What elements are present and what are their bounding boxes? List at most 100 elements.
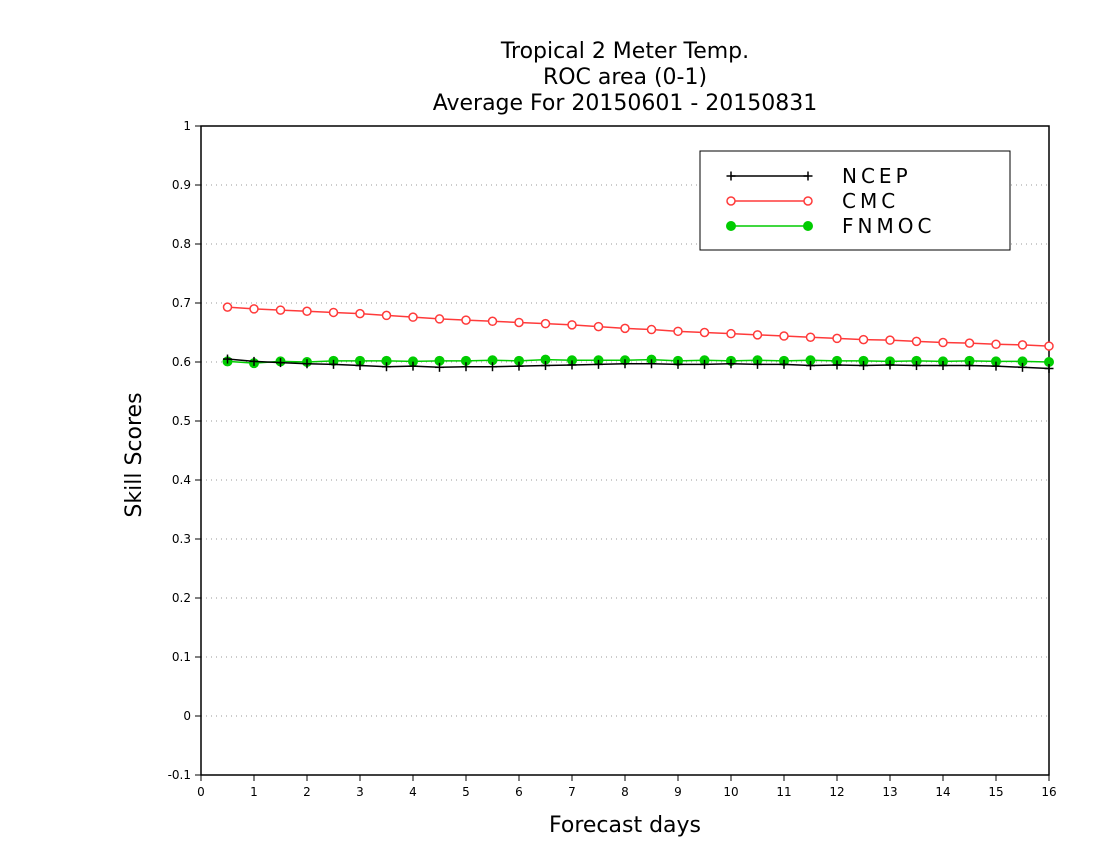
series-layer [222,302,1054,373]
data-point-ncep [647,359,656,369]
data-point-cmc [381,310,392,321]
legend-item-fnmoc: FNMOC [726,214,931,238]
data-point-ncep [302,359,312,369]
data-point-ncep [408,361,418,371]
x-axis-label: Forecast days [549,813,701,838]
x-tick-label: 2 [303,785,311,799]
data-point-ncep [249,356,259,366]
data-point-cmc [752,330,763,340]
plot-frame [200,125,1050,776]
data-point-cmc [673,326,683,337]
data-point-ncep [673,359,683,369]
data-point-ncep [461,362,471,372]
x-tick-label: 16 [1041,785,1056,799]
legend-marker-fnmoc [803,221,813,231]
data-point-cmc [964,338,975,348]
x-tick-label: 8 [621,785,629,799]
x-tick-label: 10 [723,785,738,799]
y-tick-label: 0.7 [172,296,191,310]
x-tick-label: 4 [409,785,417,799]
data-point-cmc [620,323,630,334]
data-point-ncep [514,361,524,371]
data-point-ncep [779,359,789,369]
data-point-ncep [435,362,444,372]
data-point-ncep [276,358,285,368]
y-tick-label: 0.6 [172,355,191,369]
legend-label-ncep: NCEP [842,164,912,188]
x-tick-label: 3 [356,785,364,799]
legend-item-cmc: CMC [726,189,899,213]
y-tick-label: -0.1 [168,768,191,782]
x-tick-label: 15 [988,785,1003,799]
data-point-ncep [832,360,842,370]
data-point-ncep [488,362,497,372]
x-tick-label: 6 [515,785,523,799]
x-tick-label: 14 [935,785,950,799]
data-point-cmc [540,318,551,329]
data-point-cmc [355,308,365,319]
series-line-fnmoc [227,358,1050,364]
x-tick-label: 13 [882,785,897,799]
data-point-ncep [938,361,948,371]
data-point-ncep [700,359,709,369]
y-tick-label: 0.4 [172,473,191,487]
y-tick-label: 0.2 [172,591,191,605]
data-point-cmc [222,302,233,312]
data-point-ncep [355,361,365,371]
data-point-cmc [1044,341,1054,351]
legend-marker-ncep [803,171,813,181]
data-point-cmc [408,312,418,322]
data-point-cmc [434,314,445,324]
data-point-ncep [541,361,550,371]
x-tick-label: 12 [829,785,844,799]
y-tick-label: 0.9 [172,178,191,192]
data-point-cmc [567,320,577,330]
data-point-cmc [514,317,524,328]
data-point-cmc [249,304,259,314]
data-point-cmc [699,327,710,338]
legend-item-ncep: NCEP [726,164,912,188]
y-tick-label: 0.5 [172,414,191,428]
y-tick-label: 0 [183,709,191,723]
y-axis-label: Skill Scores [122,392,147,517]
data-point-ncep [885,360,895,370]
data-point-ncep [753,359,762,369]
legend-marker-cmc [726,196,736,206]
data-point-cmc [461,315,471,325]
legend-label-cmc: CMC [842,189,899,213]
data-point-ncep [726,359,736,369]
data-point-cmc [885,335,895,345]
x-tick-label: 7 [568,785,576,799]
axis-ticks: -0.100.10.20.30.40.50.60.70.80.910 1 2 3 4 5 6… [168,119,1057,799]
legend-marker-fnmoc [726,221,736,231]
data-point-ncep [806,361,815,371]
x-tick-label: 5 [462,785,470,799]
y-tick-label: 0.3 [172,532,191,546]
data-point-cmc [487,316,498,327]
series-fnmoc [222,354,1054,369]
x-tick-label: 1 [250,785,258,799]
data-point-ncep [859,361,868,371]
data-point-ncep [965,361,974,371]
data-point-cmc [1017,340,1028,350]
data-point-cmc [726,328,736,339]
data-point-ncep [912,361,921,371]
series-ncep [223,354,1054,373]
title-line-2: ROC area (0-1) [543,65,707,90]
series-cmc [222,302,1054,351]
y-tick-label: 1 [183,119,191,133]
data-point-cmc [302,306,312,317]
data-point-ncep [594,359,603,369]
data-point-cmc [275,305,286,315]
data-point-cmc [328,307,339,318]
x-tick-label: 11 [776,785,791,799]
data-point-ncep [567,360,577,370]
data-point-cmc [858,334,869,345]
data-point-cmc [805,332,816,342]
legend-marker-cmc [803,196,813,206]
grid [201,184,1049,717]
data-point-cmc [911,336,922,347]
x-tick-label: 9 [674,785,682,799]
